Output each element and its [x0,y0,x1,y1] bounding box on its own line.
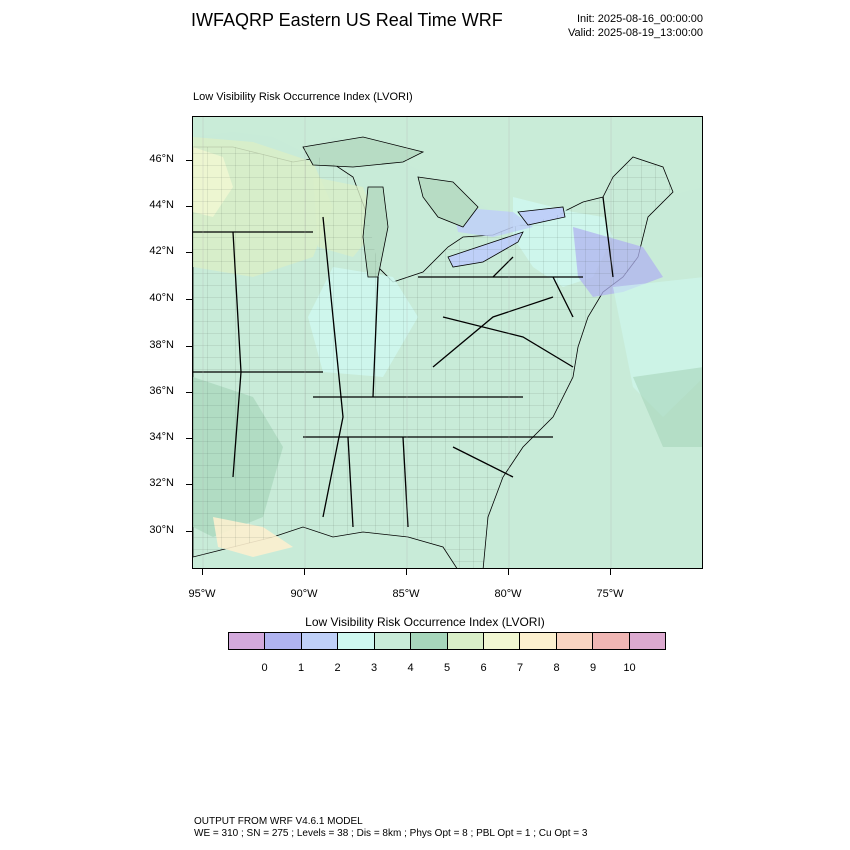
county-boundaries [193,147,673,568]
risk-level-5-atlantic [633,367,702,447]
lon-label-75: 75°W [596,588,624,600]
colorbar-cell-10 [593,633,630,649]
lat-tick [186,531,192,532]
graticule [202,117,612,568]
colorbar-cell-5 [411,633,448,649]
lon-tick [406,569,407,575]
lon-tick [304,569,305,575]
colorbar-cell-9 [556,633,594,649]
lat-tick [186,346,192,347]
colorbar-label-7: 7 [516,662,524,674]
lon-tick [610,569,611,575]
colorbar-cell-3 [338,633,375,649]
map-subtitle: Low Visibility Risk Occurrence Index (LV… [193,91,413,103]
colorbar-cell-0 [229,633,266,649]
colorbar-label-4: 4 [407,662,414,674]
lat-tick [186,299,192,300]
colorbar-cell-7 [483,633,521,649]
lat-label-36: 36°N [149,385,174,397]
lon-tick [508,569,509,575]
lat-tick [186,160,192,161]
lat-label-40: 40°N [149,292,174,304]
lat-label-42: 42°N [149,245,174,257]
colorbar-label-9: 9 [589,662,597,674]
lat-tick [186,252,192,253]
colorbar-label-8: 8 [553,662,560,674]
lat-tick [186,438,192,439]
colorbar-cell-4 [374,633,412,649]
colorbar-title: Low Visibility Risk Occurrence Index (LV… [305,615,545,629]
colorbar-label-1: 1 [297,662,305,674]
valid-time: Valid: 2025-08-19_13:00:00 [568,27,703,39]
lat-label-30: 30°N [149,524,174,536]
lat-tick [186,392,192,393]
init-time: Init: 2025-08-16_00:00:00 [577,13,703,25]
lon-label-90: 90°W [290,588,318,600]
lon-tick [202,569,203,575]
colorbar-cell-6 [447,633,484,649]
lon-label-95: 95°W [188,588,216,600]
main-title: IWFAQRP Eastern US Real Time WRF [191,10,503,30]
colorbar-label-5: 5 [443,662,451,674]
lat-label-44: 44°N [149,199,174,211]
colorbar-label-0: 0 [261,662,268,674]
lon-label-80: 80°W [494,588,522,600]
colorbar-label-2: 2 [334,662,341,674]
lat-label-32: 32°N [149,477,174,489]
colorbar-label-6: 6 [480,662,487,674]
lat-label-46: 46°N [149,153,174,165]
state-boundaries [193,196,614,528]
colorbar-label-3: 3 [370,662,378,674]
lake-huron [417,176,479,228]
colorbar-cell-2 [301,633,339,649]
lon-label-85: 85°W [392,588,420,600]
colorbar [228,632,666,650]
colorbar-label-10: 10 [623,662,636,674]
lat-tick [186,206,192,207]
colorbar-cell-8 [520,633,557,649]
lat-label-34: 34°N [149,431,174,443]
lat-tick [186,484,192,485]
footer-config-line: WE = 310 ; SN = 275 ; Levels = 38 ; Dis … [194,828,588,839]
colorbar-cell-1 [265,633,302,649]
lat-label-38: 38°N [149,339,174,351]
map-canvas [193,117,702,568]
colorbar-cell-11 [629,633,666,649]
footer-model-line: OUTPUT FROM WRF V4.6.1 MODEL [194,816,363,827]
map-panel [192,116,703,569]
